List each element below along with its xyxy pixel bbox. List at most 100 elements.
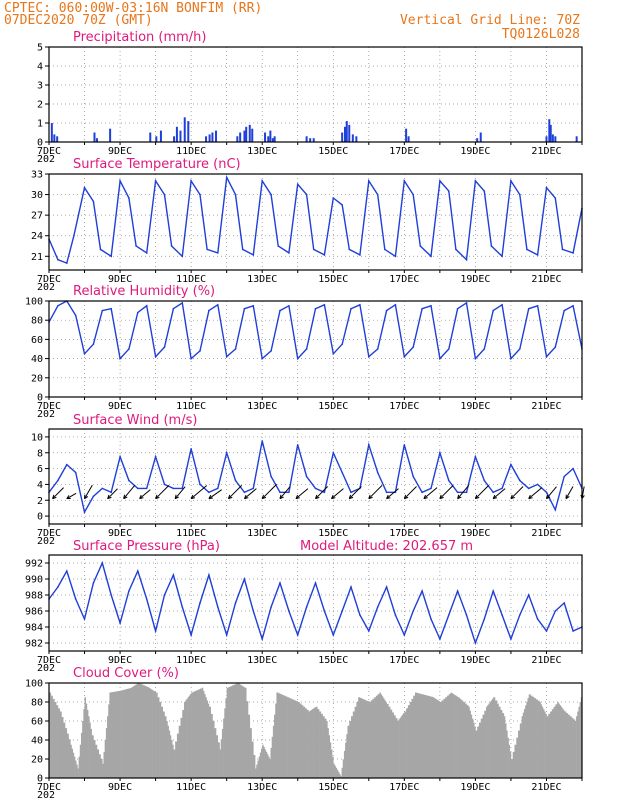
cloud-fill-50-5 [502, 713, 505, 778]
cloud-fill-34-1 [349, 721, 352, 778]
cloud-fill-16-3 [196, 690, 199, 778]
wind-point-26 [279, 491, 281, 494]
temperature-point-11 [145, 252, 148, 254]
humidity-point-57 [554, 346, 557, 348]
cloud-fill-29-0 [308, 711, 310, 778]
wind-wind-arrow-5 [139, 489, 151, 500]
precipitation-bar-19 [239, 132, 242, 142]
cloud-fill-55-1 [540, 704, 543, 778]
temperature-point-39 [394, 255, 397, 258]
humidity-xtick-label-5: 17DEC [389, 401, 419, 412]
pressure-point-10 [137, 570, 139, 572]
humidity-point-37 [376, 348, 379, 350]
humidity-point-59 [572, 305, 574, 307]
cloud-fill-31-2 [328, 735, 331, 778]
wind-ytick-label-5: 10 [31, 432, 43, 443]
humidity-point-41 [412, 346, 415, 348]
pressure-point-29 [305, 606, 308, 608]
wind-wind-arrow-head-a-9 [208, 494, 212, 499]
pressure-point-48 [474, 642, 477, 644]
cloud-fill-20-3 [231, 685, 235, 778]
cloud-fill-45-0 [450, 692, 453, 778]
wind-series-line [48, 440, 583, 515]
pressure-point-14 [172, 574, 175, 576]
humidity-point-27 [288, 305, 290, 307]
pressure-point-55 [536, 618, 539, 620]
wind-year-stub: 202 [37, 536, 55, 547]
cloud-fill-33-0 [340, 776, 342, 778]
pressure-point-26 [279, 582, 281, 584]
temperature-point-38 [383, 248, 386, 251]
pressure-point-27 [288, 610, 290, 612]
precipitation-bar-47 [575, 136, 578, 142]
cloud-fill-16-0 [191, 692, 194, 778]
cloud-fill-4-3 [88, 716, 90, 778]
cloud-fill-59-2 [577, 711, 579, 778]
temperature-point-43 [430, 255, 432, 258]
precipitation-bar-36 [351, 134, 354, 142]
precipitation-bar-16 [211, 132, 214, 142]
cloud-fill-12-0 [155, 692, 158, 778]
cloud-fill-46-1 [459, 698, 462, 778]
cloud-fill-53-1 [522, 712, 525, 778]
pressure-point-21 [234, 602, 237, 604]
temperature-point-37 [376, 193, 379, 196]
precipitation-bar-32 [341, 132, 344, 142]
wind-wind-arrow-shaft-16 [331, 488, 344, 500]
temperature-point-17 [199, 193, 201, 196]
wind-wind-arrow-head-a-20 [403, 494, 407, 499]
wind-wind-arrow-19 [386, 488, 399, 500]
header-location: CPTEC: 060:00W-03:16N BONFIM (RR) [4, 1, 262, 16]
pressure-point-22 [243, 578, 246, 580]
cloud-fill-11-5 [154, 691, 156, 778]
wind-wind-arrow-shaft-8 [190, 485, 208, 500]
pressure-xtick-label-7: 21DEC [531, 655, 561, 666]
temperature-ytick-label-1: 24 [31, 231, 43, 242]
temperature-point-20 [225, 176, 228, 179]
cloud-fill-30-4 [322, 716, 325, 778]
wind-wind-arrow-head-a-25 [492, 494, 496, 499]
cloud-fill-12-1 [157, 697, 160, 778]
cloud-fill-20-1 [228, 686, 231, 778]
cloud-fill-55-0 [539, 702, 541, 778]
wind-point-29 [305, 475, 308, 478]
temperature-point-8 [119, 180, 121, 182]
cloud-year-stub: 202 [37, 790, 55, 800]
cloud-fill-1-0 [59, 711, 62, 778]
pressure-point-57 [554, 610, 557, 612]
precipitation-bar-33 [343, 126, 346, 142]
humidity-ytick-label-3: 60 [31, 335, 43, 346]
cloud-fill-57-2 [559, 705, 561, 778]
cloud-fill-56-3 [551, 709, 554, 778]
wind-wind-arrow-shaft-11 [244, 488, 257, 500]
cloud-fill-6-0 [102, 763, 104, 778]
humidity-point-30 [314, 307, 317, 310]
pressure-point-15 [181, 606, 184, 608]
cloud-fill-40-4 [411, 698, 414, 778]
wind-wind-arrow-head-a-15 [315, 494, 318, 499]
wind-wind-arrow-head-a-3 [107, 494, 110, 499]
temperature-ytick-label-3: 30 [31, 190, 43, 201]
cloud-fill-48-5 [484, 710, 487, 778]
temperature-point-33 [341, 204, 343, 206]
panel-temperature: Surface Temperature (nC) 21 24 27 30 33 7DEC 9… [31, 157, 583, 293]
wind-point-31 [323, 491, 326, 494]
temperature-point-7 [110, 255, 112, 258]
temperature-point-59 [572, 252, 574, 254]
cloud-fill-51-2 [506, 730, 508, 778]
cloud-fill-57-5 [563, 709, 565, 778]
humidity-point-6 [101, 309, 104, 312]
humidity-xtick-label-4: 15DEC [318, 401, 348, 412]
wind-point-16 [190, 447, 192, 450]
cloud-fill-37-3 [383, 698, 385, 778]
wind-point-18 [208, 491, 210, 494]
wind-point-19 [216, 487, 219, 490]
temperature-point-40 [403, 180, 406, 182]
cloud-fill-43-5 [438, 701, 441, 778]
temperature-point-35 [359, 254, 361, 256]
cloud-fill-31-5 [332, 756, 334, 778]
cloud-fill-15-5 [189, 694, 192, 778]
precipitation-bar-39 [407, 136, 410, 142]
wind-wind-arrow-head-a-22 [439, 494, 442, 499]
temperature-point-13 [163, 193, 166, 196]
